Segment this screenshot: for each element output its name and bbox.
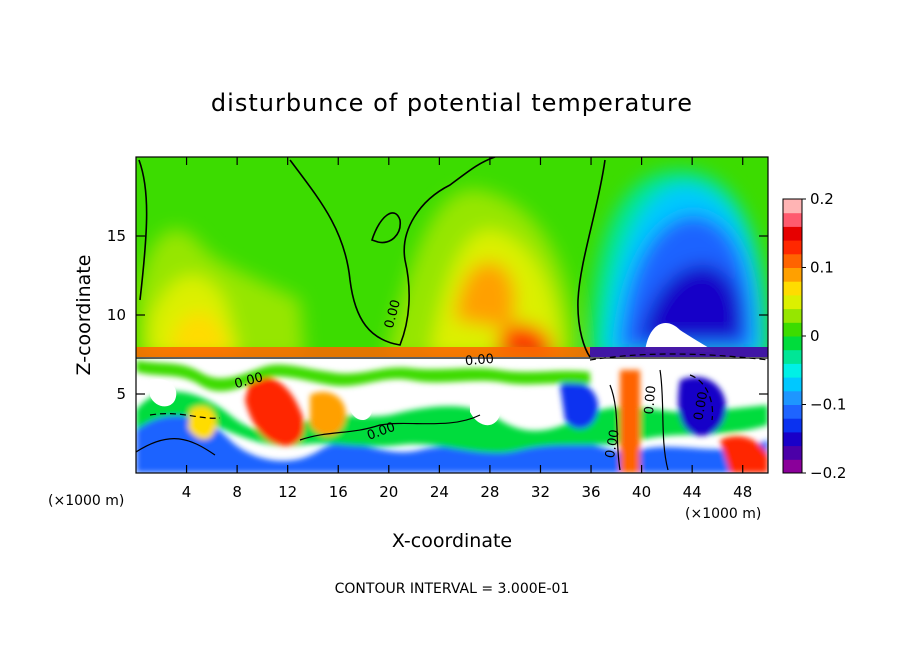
contour-line [138,159,148,301]
lower-green-streak [136,360,590,392]
contour-label: 0.00 [642,385,659,415]
lower-warm-column [620,370,640,473]
lower-cold-blob-1 [560,381,599,429]
contour-label: 0.00 [233,370,265,392]
colorbar-swatch [783,212,802,227]
colorbar-swatch [783,322,802,337]
contour-line [136,438,216,456]
colorbar-swatch [783,377,802,392]
lower-cold-blob-2 [678,376,726,436]
colorbar-swatch [783,226,802,241]
colorbar-swatch [783,363,802,378]
y-axis: 5 10 15 [107,227,768,403]
upper-field [136,157,768,359]
chart-title: disturbunce of potential temperature [211,89,693,117]
lower-warm-blob-3 [188,406,216,440]
lower-field [136,357,768,473]
x-tick-label: 36 [581,483,600,501]
x-tick-label: 32 [531,483,550,501]
x-tick-label: 4 [182,483,192,501]
colorbar-swatch [783,281,802,296]
colorbar-tick-label: −0.2 [810,464,846,482]
lower-white-pocket-3 [150,379,177,407]
contour-label: 0.00 [691,390,711,421]
colorbar-swatch [783,240,802,255]
x-tick-label: 44 [683,483,702,501]
contour-line [609,384,621,471]
colorbar-tick-label: 0.2 [810,190,834,208]
contour-line-negative [589,353,768,361]
x-tick-label: 24 [430,483,449,501]
upper-right-white-spot [645,323,715,352]
colorbar-swatch [783,294,802,310]
x-tick-label: 28 [480,483,499,501]
contour-line [289,157,496,346]
contour-label: 0.00 [603,428,623,459]
colorbar-tick-label: −0.1 [810,396,846,414]
lower-warm-blob-4 [720,435,768,473]
lower-cold-band [136,411,768,473]
y-tick-label: 5 [116,385,126,403]
colorbar-swatch [783,390,802,405]
x-tick-label: 48 [733,483,752,501]
x-tick-label: 8 [232,483,242,501]
x-unit-right: (×1000 m) [685,506,761,522]
upper-middle-warm-core [455,262,516,330]
colorbar: 0.2 0.1 0 −0.1 −0.2 [782,190,846,482]
contour-line [370,212,401,244]
lower-warm-blob-1 [245,376,304,446]
x-tick-label: 12 [278,483,297,501]
colorbar-swatch [783,459,802,474]
contour-interval-note: CONTOUR INTERVAL = 3.000E-01 [335,581,570,597]
x-unit-left: (×1000 m) [48,493,124,509]
colorbar-swatch [783,431,802,447]
x-axis: 4 8 12 16 20 24 28 32 36 40 44 48 [182,157,752,501]
contour-labels: 0.000.000.000.000.00 0.000.00 [233,298,711,459]
lower-white-pocket-2 [350,392,373,421]
colorbar-swatch [783,404,802,419]
y-tick-label: 10 [107,306,126,324]
colorbar-swatch [783,253,802,268]
x-tick-label: 40 [632,483,651,501]
colorbar-swatch [783,418,802,433]
colorbar-swatch [783,308,802,323]
lower-warm-blob-2 [310,391,346,436]
contour-label: 0.00 [382,298,404,330]
plot-area: 0.000.000.000.000.00 0.000.00 [135,156,769,474]
x-axis-title: X-coordinate [392,530,512,552]
contour-line [299,414,481,441]
contour-line [577,159,606,358]
y-axis-title: Z-coordinate [73,255,95,376]
contour-lines [136,157,768,471]
colorbar-swatch [783,199,802,214]
x-tick-label: 20 [379,483,398,501]
contour-label: 0.00 [464,352,494,369]
contour-line [659,369,669,471]
colorbar-swatch [783,445,802,460]
colorbar-swatch [783,336,802,351]
colorbar-tick-label: 0 [810,327,820,345]
contour-line-negative [689,374,714,421]
colorbar-swatch [783,267,802,282]
upper-right-cold-center [640,264,742,340]
contour-line-negative [149,412,221,419]
colorbar-swatch [783,349,802,364]
y-tick-label: 15 [107,227,126,245]
x-tick-label: 16 [329,483,348,501]
colorbar-tick-label: 0.1 [810,259,834,277]
